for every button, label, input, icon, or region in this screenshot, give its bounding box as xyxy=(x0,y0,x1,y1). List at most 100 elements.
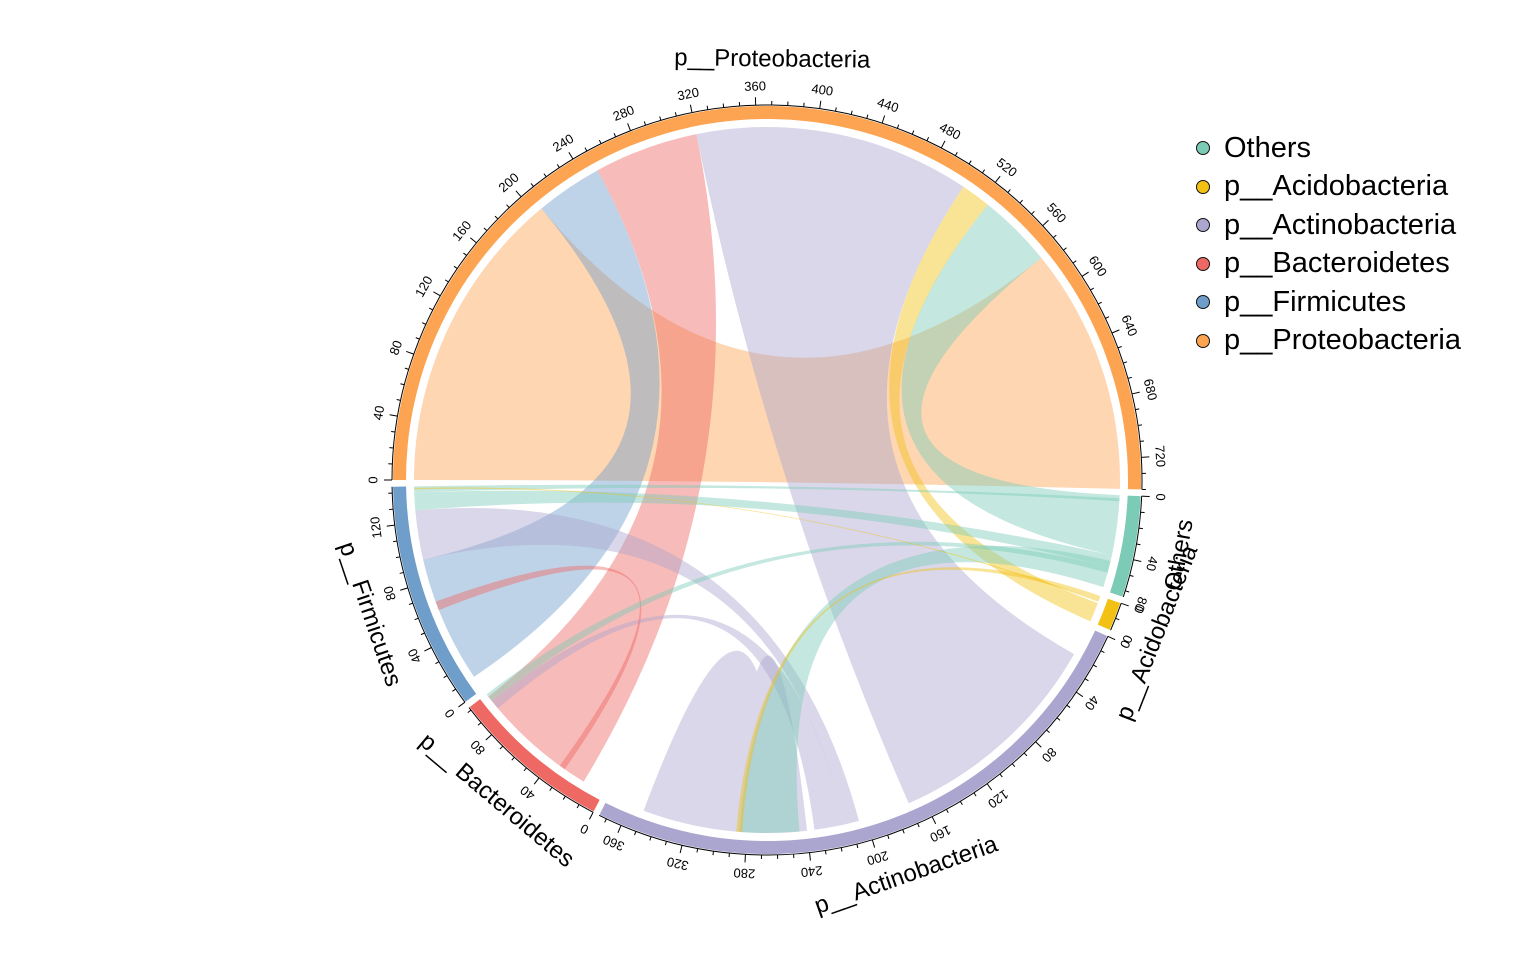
minor-tick xyxy=(1135,408,1140,411)
minor-tick xyxy=(856,843,859,849)
minor-tick xyxy=(598,139,602,144)
minor-tick xyxy=(1031,210,1035,215)
minor-tick xyxy=(444,279,449,283)
major-tick xyxy=(994,175,1001,183)
minor-tick xyxy=(1097,301,1102,305)
major-tick xyxy=(458,701,466,708)
minor-tick xyxy=(613,133,617,138)
minor-tick xyxy=(523,767,527,772)
major-tick xyxy=(1035,741,1042,748)
minor-tick xyxy=(973,792,977,797)
minor-tick xyxy=(556,164,560,168)
minor-tick xyxy=(1123,361,1128,364)
tick-label: 80 xyxy=(1039,745,1060,766)
major-tick xyxy=(1075,691,1084,698)
minor-tick xyxy=(467,709,472,714)
legend-swatch xyxy=(1196,141,1210,156)
legend-label: p__Acidobacteria xyxy=(1224,170,1449,203)
tick-label: 280 xyxy=(733,865,756,881)
tick-label: 520 xyxy=(994,155,1020,180)
major-tick xyxy=(515,190,522,198)
minor-tick xyxy=(1136,543,1141,546)
tick-label: 200 xyxy=(865,848,890,868)
chord-link xyxy=(414,484,1120,502)
minor-tick xyxy=(404,367,409,370)
minor-tick xyxy=(396,399,401,401)
tick-label: 0 xyxy=(365,476,380,483)
tick-label: 320 xyxy=(665,854,690,874)
legend-item: p__Acidobacteria xyxy=(1196,168,1461,207)
minor-tick xyxy=(1092,664,1097,668)
minor-tick xyxy=(1084,678,1089,682)
legend-label: p__Firmicutes xyxy=(1224,285,1407,318)
major-tick xyxy=(424,647,432,652)
major-tick xyxy=(1042,219,1049,227)
major-tick xyxy=(881,115,886,124)
major-tick xyxy=(627,123,631,131)
legend-swatch xyxy=(1196,218,1210,233)
minor-tick xyxy=(1127,376,1132,379)
chord-link xyxy=(488,134,717,782)
major-tick xyxy=(617,825,622,833)
minor-tick xyxy=(1137,424,1143,426)
minor-tick xyxy=(435,661,440,665)
legend-label: p__Proteobacteria xyxy=(1224,324,1461,357)
chord-link xyxy=(415,507,859,825)
tick-label: 320 xyxy=(676,84,700,103)
minor-tick xyxy=(414,617,419,621)
minor-tick xyxy=(1138,527,1143,530)
minor-tick xyxy=(1072,260,1077,264)
major-tick xyxy=(1081,271,1089,277)
tick-label: 0 xyxy=(1153,493,1168,501)
minor-tick xyxy=(1090,287,1095,291)
major-tick xyxy=(485,734,493,741)
major-tick xyxy=(470,237,477,244)
sector-track xyxy=(1097,598,1121,630)
legend-label: Others xyxy=(1224,131,1312,164)
minor-tick xyxy=(1105,316,1110,319)
major-tick xyxy=(386,524,395,527)
minor-tick xyxy=(634,831,637,836)
major-tick xyxy=(679,845,683,854)
minor-tick xyxy=(712,851,715,856)
chord-links xyxy=(414,127,1120,833)
legend-item: p__Proteobacteria xyxy=(1196,322,1461,361)
minor-tick xyxy=(840,847,843,852)
major-tick xyxy=(400,587,409,591)
major-tick xyxy=(819,100,822,109)
sector-track xyxy=(393,486,477,702)
minor-tick xyxy=(511,756,515,761)
legend-swatch xyxy=(1196,179,1210,194)
minor-tick xyxy=(1046,729,1050,734)
tick-label: 360 xyxy=(601,832,627,854)
tick-label: 360 xyxy=(744,78,766,94)
minor-tick xyxy=(1019,199,1023,204)
minor-tick xyxy=(477,722,482,726)
tick-label: 40 xyxy=(1082,693,1103,713)
minor-tick xyxy=(415,337,420,340)
legend-item: p__Actinobacteria xyxy=(1196,206,1461,245)
tick-label: 600 xyxy=(1086,253,1110,279)
minor-tick xyxy=(887,834,890,840)
minor-tick xyxy=(1023,752,1028,757)
sector-track xyxy=(469,699,600,812)
chord-link xyxy=(696,127,1075,804)
minor-tick xyxy=(664,841,667,846)
tick-label: 400 xyxy=(811,81,835,99)
minor-tick xyxy=(1011,763,1016,768)
legend-swatch xyxy=(1196,256,1210,271)
minor-tick xyxy=(453,265,458,269)
minor-tick xyxy=(443,675,448,679)
major-tick xyxy=(940,140,946,149)
legend-label: p__Actinobacteria xyxy=(1224,208,1457,241)
tick-label: 80 xyxy=(467,737,488,758)
minor-tick xyxy=(981,169,986,174)
minor-tick xyxy=(420,632,425,636)
legend-item: p__Bacteroidetes xyxy=(1196,245,1461,284)
chord-link xyxy=(889,186,1098,622)
minor-tick xyxy=(452,688,456,692)
major-tick xyxy=(1131,391,1140,395)
major-tick xyxy=(871,839,876,848)
legend-item: p__Firmicutes xyxy=(1196,283,1461,322)
